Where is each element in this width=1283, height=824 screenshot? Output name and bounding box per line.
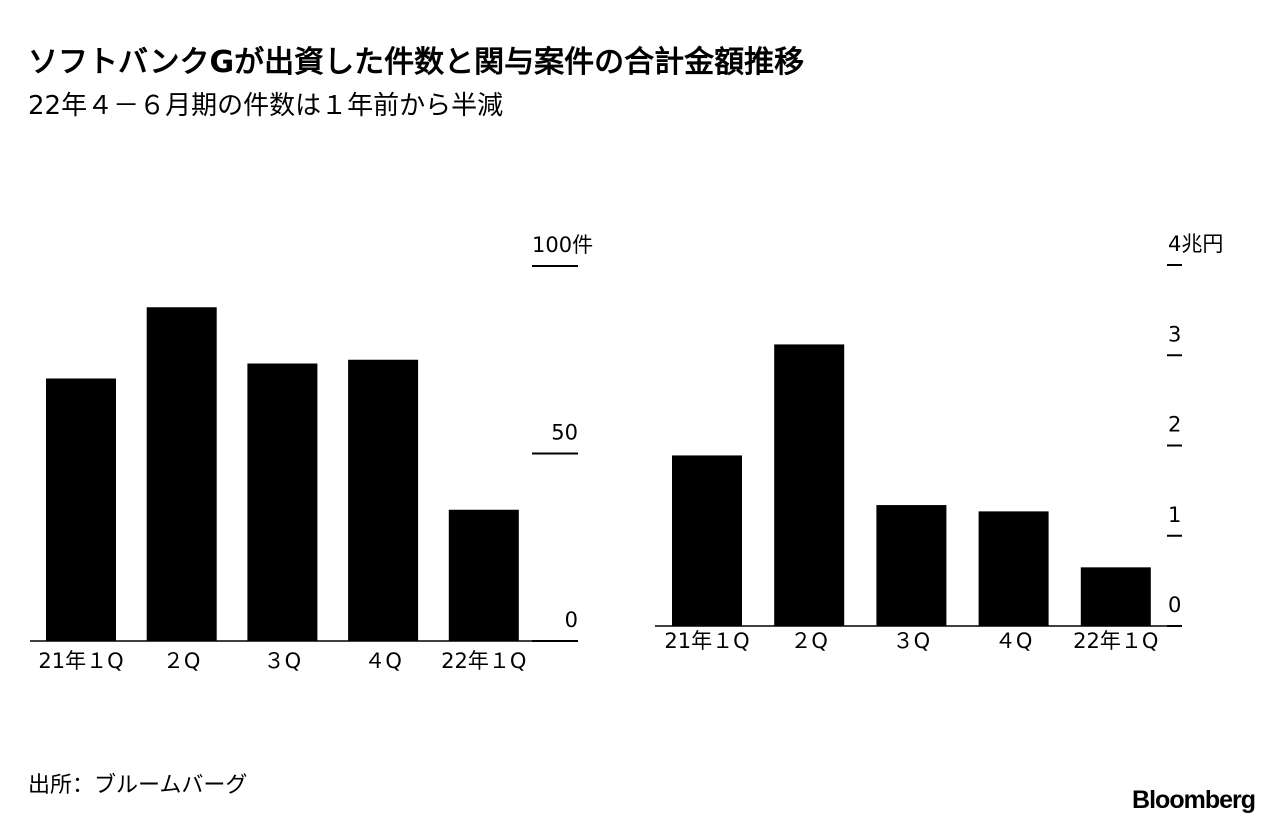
bar <box>978 511 1049 626</box>
subtitle: 22年４－６月期の件数は１年前から半減 <box>28 91 503 121</box>
bar <box>448 509 519 641</box>
y-tick-label: 0 <box>565 608 578 632</box>
x-tick-label: ４Q <box>364 649 402 673</box>
x-tick-label: 21年１Q <box>664 629 749 653</box>
bar <box>876 505 947 626</box>
x-tick-label: ２Q <box>163 649 201 673</box>
bar <box>46 378 116 641</box>
x-tick-label: ３Q <box>264 649 302 673</box>
bar <box>774 344 845 626</box>
y-tick-label: 1 <box>1168 503 1181 527</box>
x-tick-label: ３Q <box>893 629 931 653</box>
title: ソフトバンクGが出資した件数と関与案件の合計金額推移 <box>28 45 804 80</box>
x-tick-label: 21年１Q <box>38 649 123 673</box>
bar <box>247 363 318 641</box>
bar <box>1080 567 1151 626</box>
y-tick-label: 4兆円 <box>1168 232 1223 256</box>
x-tick-label: 22年１Q <box>441 649 526 673</box>
bar <box>146 307 217 641</box>
y-tick-label: 100件 <box>532 233 593 257</box>
source: 出所：ブルームバーグ <box>28 773 247 798</box>
y-tick-label: 2 <box>1168 413 1181 437</box>
y-tick-label: 3 <box>1168 322 1181 346</box>
y-tick-label: 0 <box>1168 593 1181 617</box>
x-tick-label: ２Q <box>790 629 828 653</box>
x-tick-label: 22年１Q <box>1073 629 1158 653</box>
x-tick-label: ４Q <box>995 629 1033 653</box>
y-tick-label: 50 <box>551 421 578 445</box>
bar <box>348 359 419 641</box>
brand-logo: Bloomberg <box>1132 786 1255 814</box>
bar <box>672 455 742 626</box>
